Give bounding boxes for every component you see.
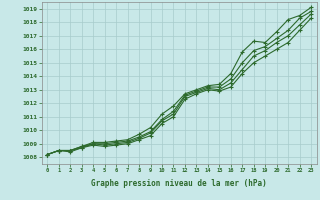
X-axis label: Graphe pression niveau de la mer (hPa): Graphe pression niveau de la mer (hPa) bbox=[91, 179, 267, 188]
